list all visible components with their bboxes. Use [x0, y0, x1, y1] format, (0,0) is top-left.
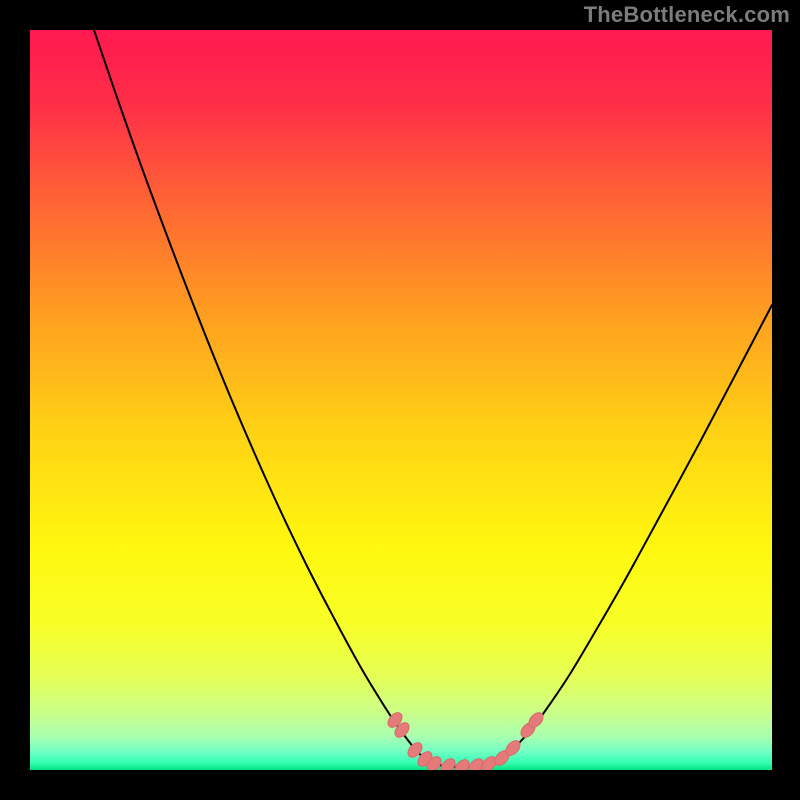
- gradient-background: [30, 30, 772, 770]
- chart-svg: [30, 30, 772, 770]
- plot-area: [30, 30, 772, 770]
- watermark-text: TheBottleneck.com: [584, 2, 790, 28]
- chart-frame: TheBottleneck.com: [0, 0, 800, 800]
